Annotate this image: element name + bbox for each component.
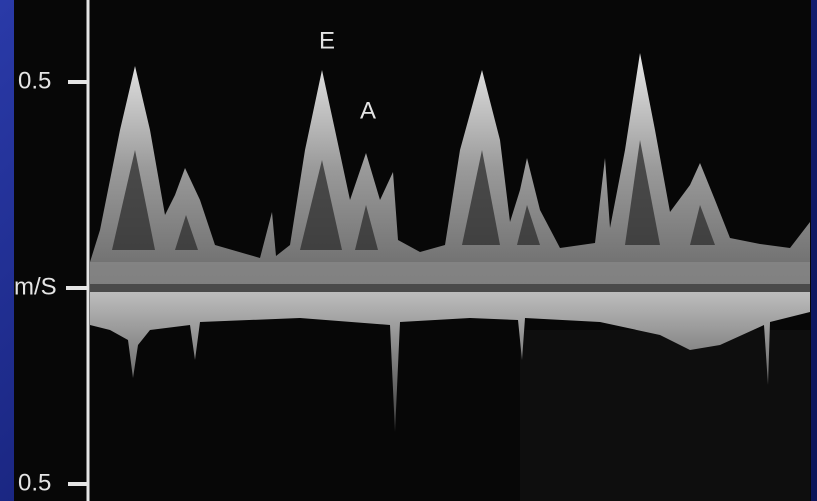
axis-label: m/S bbox=[14, 273, 57, 300]
baseline bbox=[90, 284, 810, 292]
axis-label: 0.5 bbox=[18, 469, 51, 496]
low-velocity-band bbox=[90, 262, 810, 284]
axis-label: 0.5 bbox=[18, 67, 51, 94]
wave-label: A bbox=[360, 97, 376, 124]
wave-label: E bbox=[319, 27, 335, 54]
page: 0.5 m/S 0.5 E A (() => { const data = JS… bbox=[0, 0, 817, 501]
doppler-image: 0.5 m/S 0.5 E A bbox=[0, 0, 817, 501]
